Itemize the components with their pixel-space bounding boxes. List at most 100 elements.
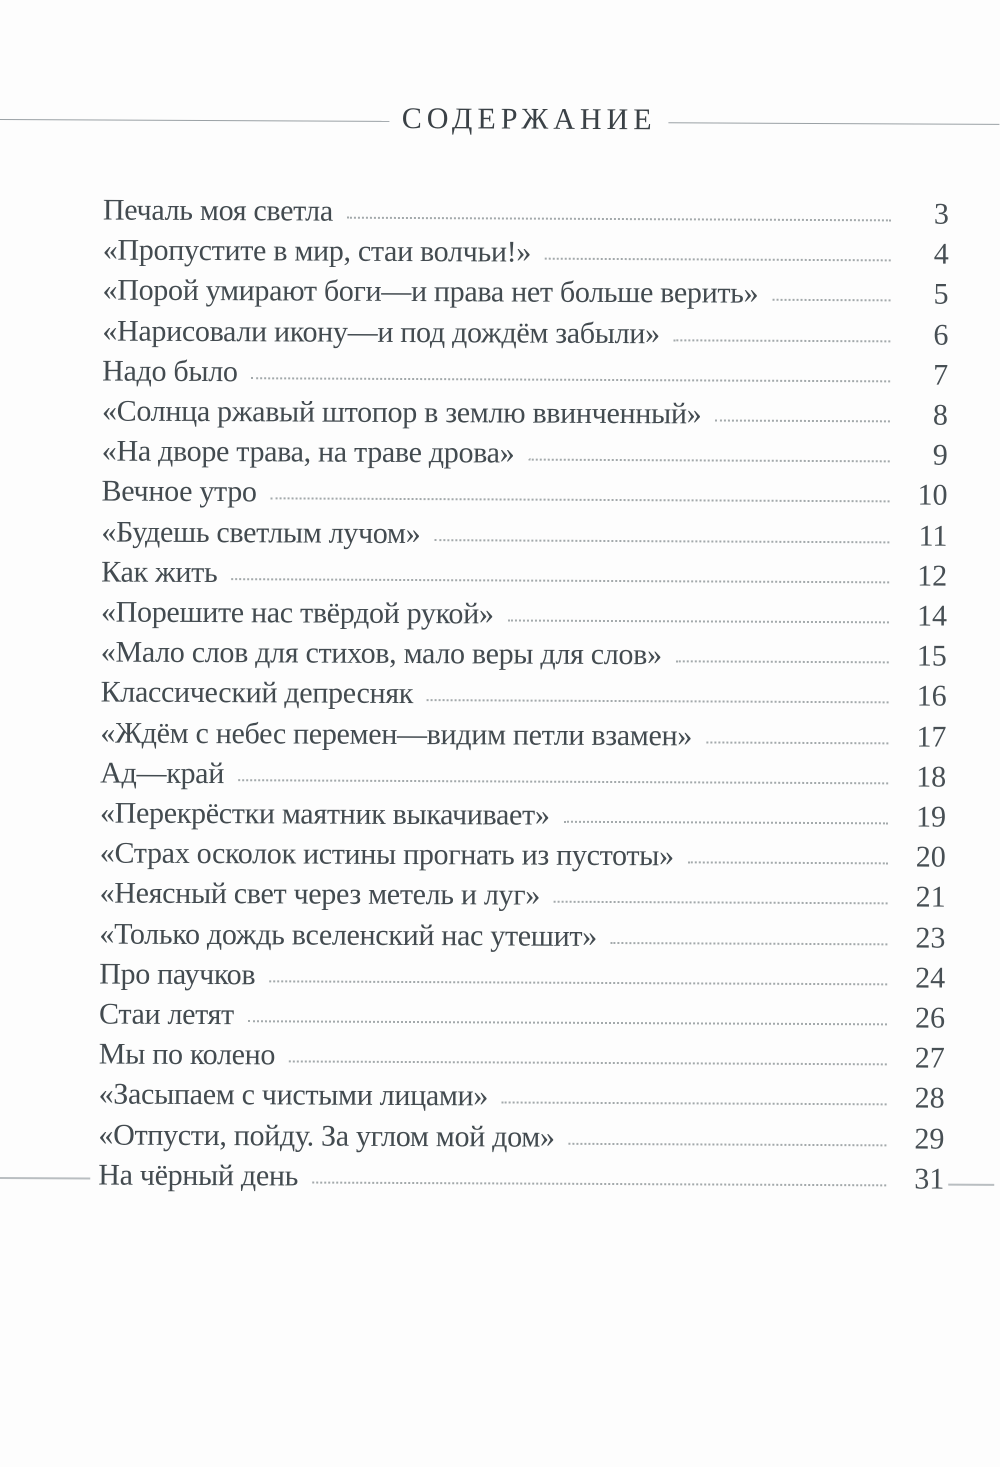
dotted-leader [568, 1142, 887, 1147]
toc-entry-title: «Нарисовали икону—и под дождём забыли» [102, 314, 660, 350]
toc-entry-page: 4 [933, 237, 949, 271]
toc-entry: Печаль моя светла 3 [103, 191, 949, 235]
contents-header: СОДЕРЖАНИЕ [0, 100, 1000, 139]
dotted-leader [269, 980, 888, 986]
toc-entry-page: 17 [916, 720, 947, 754]
toc-entry: Как жить 12 [101, 552, 947, 596]
toc-entry-page: 3 [933, 197, 950, 231]
toc-entry: На чёрный день 31 [98, 1155, 944, 1199]
toc-entry-page: 11 [918, 519, 948, 553]
toc-entry-page: 15 [916, 639, 947, 673]
toc-entry-title: «Будешь светлым лучом» [101, 515, 421, 550]
toc-entry-title: Печаль моя светла [102, 193, 333, 228]
dotted-leader [610, 941, 888, 946]
toc-entry: «Неясный свет через метель и луг» 21 [100, 874, 946, 918]
dotted-leader [346, 216, 891, 222]
toc-list: Печаль моя светла 3 «Пропустите в мир, с… [98, 191, 949, 1200]
toc-entry-title: «Перекрёстки маятник выкачивает» [99, 796, 550, 832]
toc-entry-title: Стаи летят [98, 997, 234, 1032]
dotted-leader [528, 458, 890, 463]
dotted-leader [772, 299, 891, 302]
dotted-leader [715, 419, 890, 423]
toc-entry: «Солнца ржавый штопор в землю ввинченный… [102, 392, 948, 436]
toc-entry: «Мало слов для стихов, мало веры для сло… [101, 633, 947, 677]
dotted-leader [553, 901, 888, 905]
toc-entry-page: 7 [933, 358, 949, 392]
toc-entry: Надо было 7 [102, 351, 948, 395]
toc-entry-page: 31 [914, 1162, 945, 1196]
dotted-leader [289, 1060, 887, 1066]
dotted-leader [563, 820, 888, 825]
toc-entry: «Засыпаем с чистыми лицами» 28 [99, 1075, 945, 1119]
toc-entry-title: «Пропустите в мир, стаи волчьи!» [102, 233, 532, 269]
toc-entry: «На дворе трава, на траве дрова» 9 [102, 432, 948, 476]
dotted-leader [502, 1101, 887, 1106]
toc-entry-title: «Только дождь вселенский нас утешит» [99, 917, 597, 953]
toc-entry-title: Ад—край [100, 756, 225, 790]
toc-entry-title: Про паучков [99, 957, 256, 992]
toc-entry: Вечное утро 10 [101, 472, 948, 516]
dotted-leader [247, 1020, 888, 1026]
toc-entry-page: 18 [916, 760, 947, 794]
toc-entry-page: 29 [914, 1122, 945, 1156]
toc-entry-page: 6 [933, 318, 949, 352]
toc-entry-title: «Порешите нас твёрдой рукой» [100, 595, 494, 631]
page-title: СОДЕРЖАНИЕ [401, 101, 657, 137]
dotted-leader [237, 779, 889, 785]
bottom-edge-rule-right [948, 1183, 995, 1186]
toc-entry-title: «Страх осколок истины прогнать из пустот… [99, 836, 674, 873]
dotted-leader [673, 338, 891, 342]
dotted-leader [427, 699, 889, 704]
toc-entry-title: «Засыпаем с чистыми лицами» [98, 1077, 489, 1113]
toc-entry: «Отпусти, пойду. За углом мой дом» 29 [98, 1115, 944, 1159]
toc-entry-page: 24 [915, 961, 946, 995]
toc-entry-page: 27 [914, 1041, 945, 1075]
toc-entry-page: 8 [932, 398, 949, 432]
toc-entry-title: «Солнца ржавый штопор в землю ввинченный… [101, 394, 702, 431]
toc-entry-page: 21 [915, 880, 946, 915]
toc-entry: Про паучков 24 [99, 954, 945, 998]
toc-entry: Мы по колено 27 [99, 1035, 945, 1079]
dotted-leader [507, 619, 889, 624]
dotted-leader [270, 497, 890, 503]
toc-entry: «Ждём с небес перемен—видим петли взамен… [100, 713, 946, 757]
toc-entry: «Перекрёстки маятник выкачивает» 19 [100, 794, 946, 838]
toc-entry-title: «Ждём с небес перемен—видим петли взамен… [100, 716, 693, 753]
toc-entry-title: Надо было [102, 354, 238, 388]
toc-entry: «Порой умирают боги—и права нет больше в… [102, 271, 949, 315]
toc-entry-title: «Неясный свет через метель и луг» [99, 876, 541, 913]
toc-entry: «Нарисовали икону—и под дождём забыли» 6 [102, 311, 948, 355]
dotted-leader [434, 538, 890, 543]
dotted-leader [705, 741, 889, 744]
toc-entry-title: «Порой умирают боги—и права нет больше в… [102, 273, 759, 311]
toc-entry-page: 26 [914, 1001, 946, 1035]
toc-entry-page: 19 [915, 800, 947, 834]
toc-entry-page: 16 [916, 679, 947, 714]
dotted-leader [251, 377, 891, 383]
title-rule-left [0, 118, 390, 122]
dotted-leader [544, 257, 891, 262]
toc-entry-title: Мы по колено [98, 1037, 276, 1072]
toc-entry: Ад—край 18 [100, 753, 946, 797]
toc-entry-page: 5 [933, 277, 949, 312]
toc-entry: «Пропустите в мир, стаи волчьи!» 4 [103, 231, 949, 275]
toc-entry: «Только дождь вселенский нас утешит» 23 [99, 914, 945, 958]
toc-entry: Классический депресняк 16 [101, 673, 947, 717]
dotted-leader [231, 577, 890, 584]
toc-entry-title: «Мало слов для стихов, мало веры для сло… [100, 635, 662, 672]
toc-entry-page: 9 [932, 438, 948, 472]
toc-entry: «Порешите нас твёрдой рукой» 14 [101, 593, 947, 637]
toc-entry-title: Вечное утро [101, 474, 257, 509]
dotted-leader [687, 861, 888, 865]
toc-entry: Стаи летят 26 [99, 995, 945, 1039]
toc-entry-page: 14 [916, 599, 948, 633]
toc-entry-title: «На дворе трава, на траве дрова» [101, 434, 515, 470]
toc-entry: «Страх осколок истины прогнать из пустот… [100, 834, 946, 878]
toc-entry-title: Классический депресняк [100, 675, 414, 711]
toc-entry-page: 28 [914, 1081, 945, 1116]
toc-entry-page: 12 [917, 559, 948, 593]
toc-entry-title: Как жить [101, 555, 218, 589]
dotted-leader [311, 1181, 887, 1187]
bottom-edge-rule-left [0, 1176, 91, 1180]
